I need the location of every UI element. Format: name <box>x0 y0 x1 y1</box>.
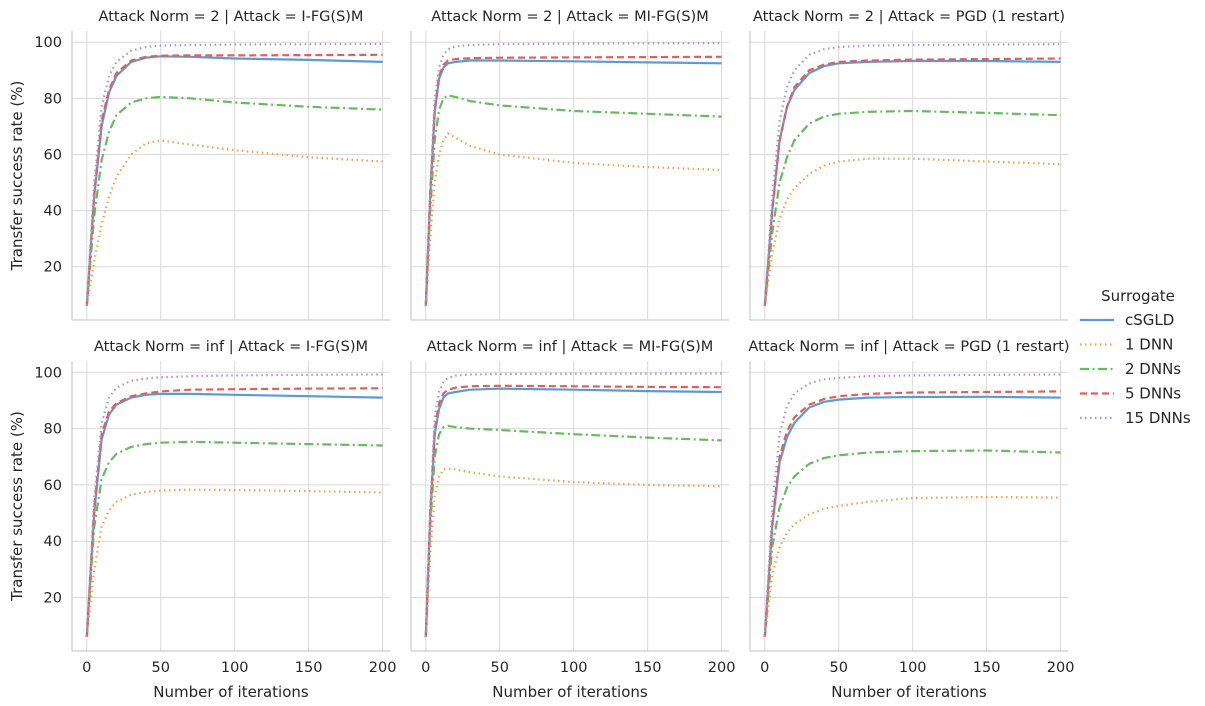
y-tick-label: 80 <box>44 422 62 438</box>
y-axis-label: Transfer success rate (%) <box>8 81 26 272</box>
y-tick-label: 80 <box>44 91 62 107</box>
x-axis-label: Number of iterations <box>492 683 648 701</box>
y-tick-label: 20 <box>44 591 62 607</box>
panel-title: Attack Norm = 2 | Attack = PGD (1 restar… <box>753 9 1065 25</box>
x-axis-label: Number of iterations <box>831 683 987 701</box>
series-line-5-dnns <box>424 384 722 637</box>
panel-title: Attack Norm = inf | Attack = MI-FG(S)M <box>427 339 714 355</box>
y-tick-label: 100 <box>34 35 62 51</box>
panel-title: Attack Norm = inf | Attack = PGD (1 rest… <box>748 339 1069 355</box>
legend-entry: 15 DNNs <box>1125 409 1191 427</box>
subplot-panel-6: Attack Norm = inf | Attack = PGD (1 rest… <box>748 339 1074 701</box>
legend-entry: 2 DNNs <box>1125 360 1181 378</box>
x-tick-label: 100 <box>899 660 927 676</box>
panel-title: Attack Norm = 2 | Attack = MI-FG(S)M <box>431 9 708 25</box>
legend: Surrogate cSGLD 1 DNN 2 DNNs 5 DNNs 15 DNNs <box>1080 287 1191 427</box>
legend-entry: cSGLD <box>1125 311 1174 329</box>
panel-title: Attack Norm = inf | Attack = I-FG(S)M <box>94 339 368 355</box>
legend-title: Surrogate <box>1101 287 1175 305</box>
x-tick-label: 200 <box>1047 660 1075 676</box>
subplot-panel-3: Attack Norm = 2 | Attack = PGD (1 restar… <box>749 9 1068 321</box>
x-tick-label: 50 <box>830 660 848 676</box>
y-tick-label: 60 <box>44 147 62 163</box>
x-tick-label: 100 <box>560 660 588 676</box>
series-line-15-dnns <box>85 373 383 637</box>
x-axis-label: Number of iterations <box>153 683 309 701</box>
x-tick-label: 150 <box>973 660 1001 676</box>
series-line-2-dnns <box>424 424 722 637</box>
x-tick-label: 150 <box>634 660 662 676</box>
y-tick-label: 60 <box>44 478 62 494</box>
y-tick-label: 20 <box>44 260 62 276</box>
legend-entry: 5 DNNs <box>1125 385 1181 403</box>
subplot-panel-1: Attack Norm = 2 | Attack = I-FG(S)M 20 40 6… <box>8 9 390 321</box>
series-line-1-dnn <box>85 139 383 307</box>
series-line-1-dnn <box>424 467 722 637</box>
y-axis-label: Transfer success rate (%) <box>8 411 26 602</box>
x-tick-label: 200 <box>369 660 397 676</box>
y-tick-label: 40 <box>44 534 62 550</box>
panel-title: Attack Norm = 2 | Attack = I-FG(S)M <box>99 9 364 25</box>
x-tick-label: 200 <box>708 660 736 676</box>
series-line-15-dnns <box>763 373 1061 637</box>
series-line-15-dnns <box>424 372 722 637</box>
series-line-csgld <box>763 395 1061 637</box>
x-tick-label: 0 <box>421 660 430 676</box>
subplot-panel-5: Attack Norm = inf | Attack = MI-FG(S)M 0 5… <box>410 339 736 701</box>
subplot-panel-4: Attack Norm = inf | Attack = I-FG(S)M 20 4… <box>8 339 396 701</box>
y-tick-label: 40 <box>44 204 62 220</box>
series-line-5-dnns <box>424 55 722 307</box>
series-line-2-dnns <box>763 109 1061 307</box>
x-tick-label: 150 <box>295 660 323 676</box>
series-line-5-dnns <box>763 390 1061 637</box>
x-tick-label: 50 <box>152 660 170 676</box>
x-tick-label: 0 <box>82 660 91 676</box>
series-line-2-dnns <box>424 94 722 307</box>
series-line-csgld <box>85 392 383 637</box>
x-tick-label: 50 <box>491 660 509 676</box>
legend-entry: 1 DNN <box>1125 336 1173 354</box>
series-line-2-dnns <box>763 449 1061 637</box>
subplot-panel-2: Attack Norm = 2 | Attack = MI-FG(S)M <box>410 9 729 321</box>
x-tick-label: 0 <box>760 660 769 676</box>
series-line-2-dnns <box>85 440 383 637</box>
series-line-5-dnns <box>763 57 1061 307</box>
series-line-2-dnns <box>85 95 383 307</box>
y-tick-label: 100 <box>34 365 62 381</box>
x-tick-label: 100 <box>221 660 249 676</box>
